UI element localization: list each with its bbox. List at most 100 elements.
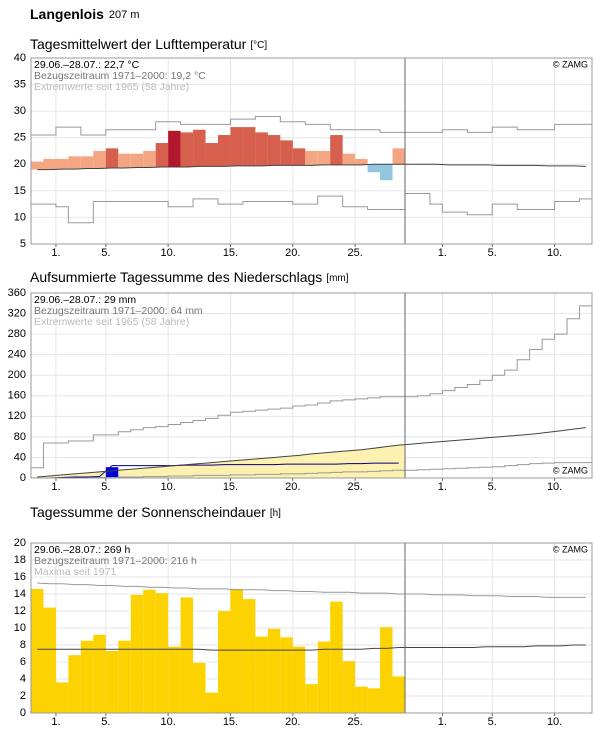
bar xyxy=(218,611,231,713)
bar xyxy=(31,161,44,170)
chart-title: Tagessumme der Sonnenscheindauer [h] xyxy=(30,504,281,520)
bar xyxy=(31,588,44,713)
x-tick-label: 25. xyxy=(347,716,362,728)
bar xyxy=(355,158,368,165)
bar xyxy=(255,636,268,713)
y-tick-label: 12 xyxy=(14,605,26,617)
y-tick-label: 8 xyxy=(20,639,26,651)
x-tick-label: 20. xyxy=(285,481,300,493)
x-tick-label: 1. xyxy=(438,247,447,259)
x-tick-label: 25. xyxy=(347,247,362,259)
x-tick-label: 1. xyxy=(51,481,60,493)
bar xyxy=(43,158,56,170)
bar xyxy=(317,151,331,165)
chart-title: Aufsummierte Tagessumme des Niederschlag… xyxy=(30,269,349,285)
bar xyxy=(80,640,94,713)
bar xyxy=(255,132,268,166)
y-tick-label: 25 xyxy=(14,132,26,144)
bar xyxy=(68,655,81,713)
y-tick-label: 160 xyxy=(8,390,26,402)
bar xyxy=(355,686,368,713)
x-tick-label: 1. xyxy=(51,716,60,728)
bar xyxy=(342,661,356,713)
x-tick-label: 10. xyxy=(160,247,175,259)
bar xyxy=(280,637,293,713)
elevation: 207 m xyxy=(109,9,140,21)
x-tick-label: 15. xyxy=(223,481,238,493)
x-tick-label: 1. xyxy=(51,247,60,259)
step-line xyxy=(31,305,592,469)
bar xyxy=(180,132,194,167)
bar xyxy=(168,646,181,713)
bar xyxy=(118,640,131,713)
bar xyxy=(330,601,343,713)
info-text: Bezugszeitraum 1971–2000: 64 mm xyxy=(34,305,203,317)
step-line xyxy=(31,115,592,136)
x-tick-label: 5. xyxy=(101,716,110,728)
bar xyxy=(392,148,405,165)
y-tick-label: 20 xyxy=(14,537,26,549)
bar xyxy=(380,627,393,713)
y-tick-label: 10 xyxy=(14,622,26,634)
bar xyxy=(280,140,293,166)
x-tick-label: 5. xyxy=(488,481,497,493)
x-tick-label: 5. xyxy=(101,481,110,493)
bar xyxy=(130,153,144,168)
plot-frame xyxy=(30,57,593,245)
bar xyxy=(155,593,169,713)
bar xyxy=(330,135,343,165)
bar xyxy=(43,607,56,713)
y-tick-label: 4 xyxy=(20,673,26,685)
y-tick-label: 80 xyxy=(14,431,26,443)
bar xyxy=(168,130,181,167)
bar xyxy=(93,634,106,713)
y-tick-label: 6 xyxy=(20,656,26,668)
x-tick-label: 5. xyxy=(488,247,497,259)
y-tick-label: 0 xyxy=(20,707,26,719)
title-unit: [mm] xyxy=(326,273,348,284)
x-tick-label: 1. xyxy=(438,716,447,728)
step-line xyxy=(31,193,592,224)
bar xyxy=(218,135,231,167)
title-unit: [°C] xyxy=(250,40,267,51)
bar xyxy=(55,158,69,170)
y-tick-label: 14 xyxy=(14,588,26,600)
bar xyxy=(55,682,69,713)
info-text: Extremwerte seit 1965 (58 Jahre) xyxy=(34,316,189,328)
bar xyxy=(68,156,81,170)
plot-frame xyxy=(30,292,593,479)
y-tick-label: 240 xyxy=(8,349,26,361)
bar xyxy=(105,650,119,713)
source: © ZAMG xyxy=(553,59,588,69)
bar xyxy=(292,646,306,713)
chart-title: Tagesmittelwert der Lufttemperatur [°C] xyxy=(30,36,267,52)
y-tick-label: 20 xyxy=(14,158,26,170)
bar xyxy=(230,588,243,713)
bar xyxy=(118,153,131,169)
y-tick-label: 15 xyxy=(14,185,26,197)
x-tick-label: 10. xyxy=(547,481,562,493)
plot-frame xyxy=(30,542,593,714)
title-text: Tagesmittelwert der Lufttemperatur xyxy=(30,36,247,52)
source: © ZAMG xyxy=(553,544,588,554)
bar xyxy=(105,148,119,169)
x-tick-label: 20. xyxy=(285,247,300,259)
bar xyxy=(380,164,393,181)
y-tick-label: 360 xyxy=(8,287,26,299)
info-text: Extremwerte seit 1965 (58 Jahre) xyxy=(34,81,189,93)
bar xyxy=(267,628,281,713)
bar xyxy=(205,143,218,167)
y-tick-label: 2 xyxy=(20,690,26,702)
bar xyxy=(130,594,144,713)
y-tick-label: 40 xyxy=(14,451,26,463)
y-tick-label: 40 xyxy=(14,52,26,64)
y-tick-label: 10 xyxy=(14,211,26,223)
y-tick-label: 5 xyxy=(20,238,26,250)
info-text: 29.06.–28.07.: 22,7 °C xyxy=(34,59,140,71)
x-tick-label: 25. xyxy=(347,481,362,493)
station-name: Langenlois xyxy=(30,6,104,22)
bar xyxy=(80,156,94,169)
bar xyxy=(193,662,206,713)
x-tick-label: 15. xyxy=(223,247,238,259)
